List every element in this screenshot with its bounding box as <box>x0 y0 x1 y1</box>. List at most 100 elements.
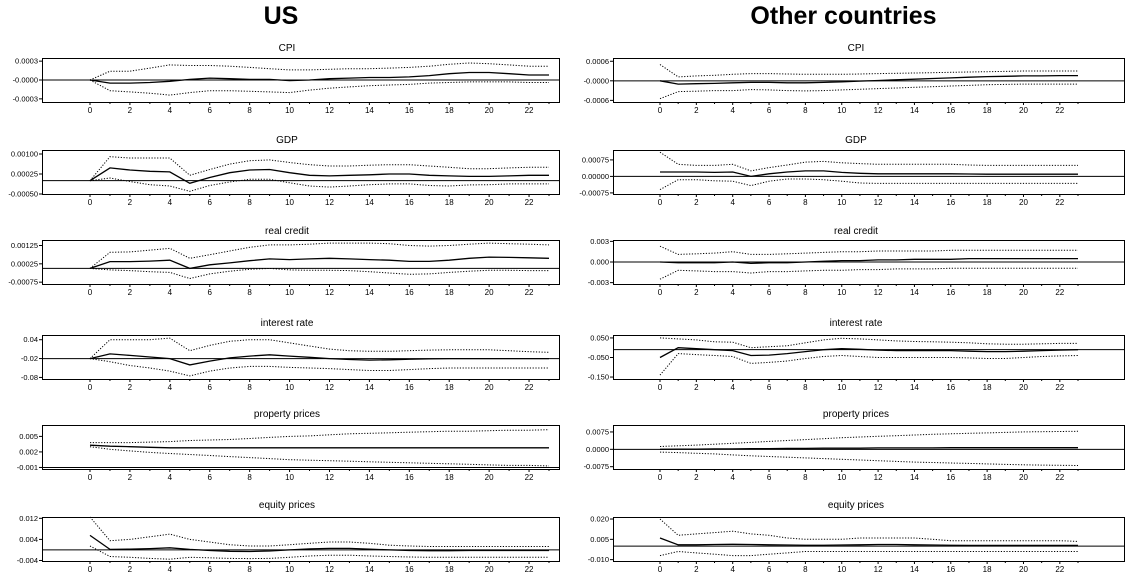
us-equity-prices-xtick-label: 8 <box>247 565 252 574</box>
other-property-prices-ytick-label: 0.0075 <box>586 427 609 436</box>
us-equity-prices-ytick-label: 0.004 <box>19 535 38 544</box>
other-gdp-lower-line <box>659 178 1078 191</box>
us-real-credit-lower-line <box>89 267 549 280</box>
us-gdp-chart: GDP 0.00100 0.00025 -0.00050 0 2 4 6 8 10 12 14 16 18… <box>8 135 560 207</box>
us-real-credit-ytick-label: -0.00075 <box>8 278 38 287</box>
us-equity-prices-frame <box>42 517 560 562</box>
us-interest-rate-ytick-label: -0.08 <box>21 373 38 382</box>
other-cpi-ytick-label: -0.0006 <box>584 96 609 105</box>
us-equity-prices-chart: equity prices 0.012 0.004 -0.004 0 2 4 6 8 10 12 14… <box>17 500 560 574</box>
us-cpi-xtick-label: 4 <box>168 106 173 115</box>
us-cpi-xtick-label: 18 <box>445 106 454 115</box>
us-gdp-xtick-label: 2 <box>128 198 133 207</box>
us-real-credit-ytick-label: 0.00025 <box>11 259 38 268</box>
other-equity-prices-estimate-line <box>659 537 1078 547</box>
other-equity-prices-xtick-label: 0 <box>658 565 663 574</box>
other-equity-prices-xtick-label: 20 <box>1019 565 1028 574</box>
us-interest-rate-xtick-label: 20 <box>485 383 494 392</box>
us-interest-rate-estimate-line <box>89 353 549 366</box>
other-equity-prices-xtick-label: 12 <box>874 565 883 574</box>
other-property-prices-xtick-label: 10 <box>837 473 846 482</box>
other-gdp-xtick-label: 0 <box>658 198 663 207</box>
other-cpi-xtick-label: 4 <box>730 106 735 115</box>
us-interest-rate-xtick-label: 0 <box>88 383 93 392</box>
other-interest-rate-upper-line <box>659 337 1078 349</box>
us-cpi-xtick-label: 16 <box>405 106 414 115</box>
us-interest-rate-xtick-label: 22 <box>525 383 534 392</box>
us-real-credit-xtick-label: 20 <box>485 288 494 297</box>
us-real-credit-chart: real credit 0.00125 0.00025 -0.00075 0 2 4 6 8 10… <box>8 226 560 297</box>
other-interest-rate-ytick-label: -0.050 <box>588 353 609 362</box>
us-real-credit-xtick-label: 16 <box>405 288 414 297</box>
other-cpi-xtick-label: 12 <box>874 106 883 115</box>
other-gdp-chart: GDP 0.00075 0.00000 -0.00075 0 2 4 6 8 10 12 14 16 18… <box>579 135 1125 207</box>
us-real-credit-estimate-line <box>89 256 550 270</box>
us-real-credit-xtick-label: 2 <box>128 288 133 297</box>
us-property-prices-chart: property prices 0.005 0.002 -0.001 0 2 4 6 8 10 12… <box>17 409 560 482</box>
other-property-prices-xtick-label: 8 <box>803 473 808 482</box>
us-cpi-title: CPI <box>279 43 296 54</box>
us-gdp-xtick-label: 18 <box>445 198 454 207</box>
other-interest-rate-xtick-label: 8 <box>803 383 808 392</box>
us-gdp-estimate-line <box>89 167 549 185</box>
other-equity-prices-ytick-label: 0.005 <box>590 535 609 544</box>
us-interest-rate-ytick-label: 0.04 <box>23 335 38 344</box>
us-property-prices-xtick-label: 4 <box>168 473 173 482</box>
other-property-prices-xtick-label: 12 <box>874 473 883 482</box>
other-cpi-xtick-label: 20 <box>1019 106 1028 115</box>
us-equity-prices-xtick-label: 22 <box>525 565 534 574</box>
other-interest-rate-estimate-line <box>659 347 1079 359</box>
other-property-prices-title: property prices <box>823 409 889 420</box>
us-cpi-upper-line <box>89 62 549 81</box>
other-equity-prices-xtick-label: 14 <box>910 565 919 574</box>
other-gdp-xtick-label: 2 <box>694 198 699 207</box>
us-interest-rate-xtick-label: 14 <box>365 383 374 392</box>
other-real-credit-ytick-label: 0.003 <box>590 237 609 246</box>
other-property-prices-xtick-label: 4 <box>730 473 735 482</box>
us-property-prices-xtick-label: 14 <box>365 473 374 482</box>
other-property-prices-chart: property prices 0.0075 0.0000 -0.0075 0 2 4 6 8 1… <box>584 409 1125 482</box>
other-gdp-title: GDP <box>845 135 867 146</box>
us-gdp-lower-line <box>89 177 549 192</box>
us-gdp-upper-line <box>89 156 549 182</box>
other-cpi-upper-line <box>659 64 1078 78</box>
other-real-credit-estimate-line <box>659 257 1078 265</box>
other-equity-prices-xtick-label: 16 <box>946 565 955 574</box>
us-equity-prices-ytick-label: -0.004 <box>17 556 38 565</box>
us-interest-rate-xtick-label: 2 <box>128 383 133 392</box>
us-interest-rate-chart: interest rate 0.04 -0.02 -0.08 0 2 4 6 8 10 12 14 16… <box>21 318 560 392</box>
other-equity-prices-xtick-label: 2 <box>694 565 699 574</box>
other-real-credit-xtick-label: 0 <box>658 288 663 297</box>
us-interest-rate-xtick-label: 16 <box>405 383 414 392</box>
other-gdp-xtick-label: 20 <box>1019 198 1028 207</box>
other-cpi-ytick-label: -0.0000 <box>584 76 609 85</box>
other-real-credit-ytick-label: -0.003 <box>588 278 609 287</box>
us-gdp-ytick-label: 0.00025 <box>11 170 38 179</box>
us-cpi-ytick-label: 0.0003 <box>15 57 38 66</box>
us-interest-rate-xtick-label: 8 <box>247 383 252 392</box>
other-cpi-xtick-label: 6 <box>767 106 772 115</box>
other-property-prices-lower-line <box>659 451 1079 466</box>
us-gdp-xtick-label: 16 <box>405 198 414 207</box>
other-interest-rate-xtick-label: 14 <box>910 383 919 392</box>
us-cpi-xtick-label: 0 <box>88 106 93 115</box>
us-gdp-xtick-label: 14 <box>365 198 374 207</box>
column-title-other-countries: Other countries <box>750 2 937 30</box>
other-gdp-xtick-label: 8 <box>803 198 808 207</box>
us-property-prices-xtick-label: 20 <box>485 473 494 482</box>
us-gdp-ytick-label: -0.00050 <box>8 190 38 199</box>
other-real-credit-xtick-label: 18 <box>983 288 992 297</box>
us-interest-rate-lower-line <box>89 358 549 377</box>
other-equity-prices-xtick-label: 22 <box>1055 565 1064 574</box>
other-equity-prices-ytick-label: -0.010 <box>588 555 609 564</box>
us-equity-prices-title: equity prices <box>259 500 315 511</box>
other-gdp-xtick-label: 18 <box>983 198 992 207</box>
other-equity-prices-chart: equity prices 0.020 0.005 -0.010 0 2 4 6 8 10 12 14… <box>588 500 1125 574</box>
other-interest-rate-lower-line <box>659 353 1079 376</box>
us-cpi-xtick-label: 10 <box>285 106 294 115</box>
other-real-credit-xtick-label: 22 <box>1055 288 1064 297</box>
us-equity-prices-xtick-label: 2 <box>128 565 133 574</box>
other-interest-rate-xtick-label: 0 <box>658 383 663 392</box>
other-real-credit-xtick-label: 12 <box>874 288 883 297</box>
us-equity-prices-xtick-label: 6 <box>208 565 213 574</box>
